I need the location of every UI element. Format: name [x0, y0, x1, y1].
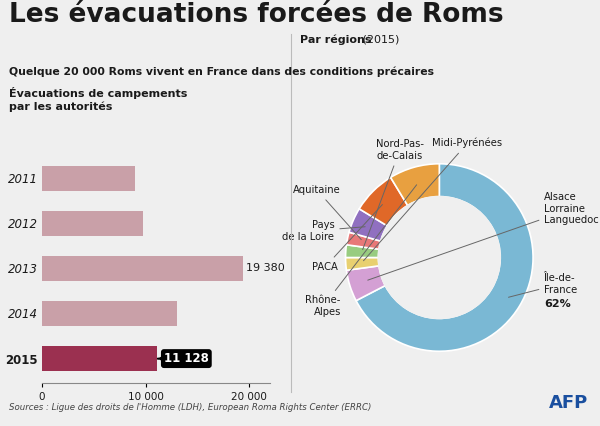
- Text: 11 128: 11 128: [158, 352, 209, 365]
- Text: Sources : Ligue des droits de l'Homme (LDH), European Roma Rights Center (ERRC): Sources : Ligue des droits de l'Homme (L…: [9, 403, 371, 412]
- Text: Évacuations de campements
par les autorités: Évacuations de campements par les autori…: [9, 87, 187, 112]
- Wedge shape: [356, 164, 533, 351]
- Circle shape: [379, 196, 500, 319]
- Wedge shape: [391, 164, 439, 205]
- Text: Pays
de la Loire: Pays de la Loire: [283, 221, 365, 242]
- Text: Les évacuations forcées de Roms: Les évacuations forcées de Roms: [9, 2, 503, 28]
- Text: 19 380: 19 380: [246, 263, 285, 273]
- Wedge shape: [346, 258, 379, 270]
- Wedge shape: [346, 245, 379, 258]
- Wedge shape: [346, 266, 385, 301]
- Text: Nord-Pas-
de-Calais: Nord-Pas- de-Calais: [362, 139, 424, 250]
- Text: AFP: AFP: [549, 394, 588, 412]
- Bar: [42, 301, 177, 326]
- Text: (2015): (2015): [359, 34, 399, 44]
- Bar: [42, 346, 157, 371]
- Text: PACA: PACA: [312, 204, 382, 272]
- Text: 62%: 62%: [544, 299, 571, 309]
- Text: Aquitaine: Aquitaine: [293, 185, 361, 239]
- Wedge shape: [359, 177, 407, 226]
- Text: Par régions: Par régions: [300, 34, 371, 45]
- Bar: [42, 211, 143, 236]
- Text: Rhône-
Alpes: Rhône- Alpes: [305, 185, 416, 317]
- Bar: [42, 166, 135, 190]
- Wedge shape: [346, 232, 380, 249]
- Bar: [42, 256, 243, 281]
- Text: Midi-Pyrénées: Midi-Pyrénées: [364, 138, 503, 261]
- Text: Quelque 20 000 Roms vivent en France dans des conditions précaires: Quelque 20 000 Roms vivent en France dan…: [9, 66, 434, 77]
- Wedge shape: [349, 209, 387, 241]
- Text: Alsace
Lorraine
Languedoc: Alsace Lorraine Languedoc: [368, 192, 599, 280]
- Text: Île-de-
France: Île-de- France: [508, 273, 578, 297]
